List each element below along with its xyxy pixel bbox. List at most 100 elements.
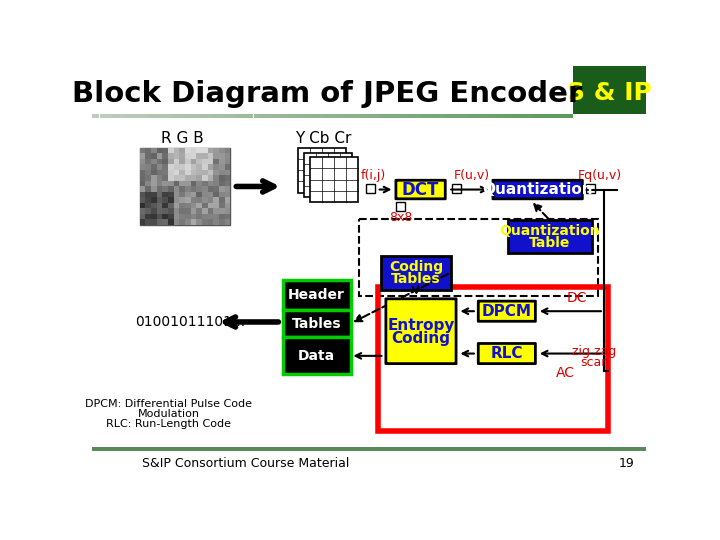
Bar xyxy=(202,159,207,165)
Bar xyxy=(207,148,213,153)
Bar xyxy=(156,219,162,225)
Bar xyxy=(207,219,213,225)
FancyBboxPatch shape xyxy=(478,343,536,363)
Text: Quantization: Quantization xyxy=(482,182,593,197)
Bar xyxy=(138,114,142,118)
Bar xyxy=(145,203,151,208)
Bar xyxy=(140,203,145,208)
Bar xyxy=(168,203,174,208)
Bar xyxy=(523,114,527,118)
Bar xyxy=(191,148,197,153)
Bar xyxy=(156,159,162,165)
Bar xyxy=(562,114,565,118)
Bar xyxy=(392,114,396,118)
Bar xyxy=(222,114,227,118)
Text: AC: AC xyxy=(556,366,575,380)
Bar xyxy=(225,219,230,225)
Bar xyxy=(185,186,191,192)
Bar xyxy=(327,114,330,118)
Bar xyxy=(539,114,542,118)
Bar xyxy=(202,186,207,192)
FancyBboxPatch shape xyxy=(493,180,582,199)
Bar xyxy=(197,159,202,165)
Bar xyxy=(361,114,365,118)
Bar xyxy=(431,114,434,118)
Bar xyxy=(446,114,450,118)
Bar xyxy=(197,181,202,186)
Bar xyxy=(168,153,174,159)
Bar xyxy=(485,114,488,118)
Bar xyxy=(140,192,145,198)
Text: Y Cb Cr: Y Cb Cr xyxy=(294,131,351,146)
Text: F(u,v): F(u,v) xyxy=(454,169,490,182)
Bar xyxy=(168,176,174,181)
Bar xyxy=(283,338,351,374)
Bar xyxy=(531,114,534,118)
Bar xyxy=(230,114,234,118)
Bar xyxy=(157,114,161,118)
Text: f(i,j): f(i,j) xyxy=(360,169,385,182)
Bar xyxy=(423,114,427,118)
Bar xyxy=(310,157,359,202)
Bar xyxy=(202,198,207,203)
Bar xyxy=(179,165,185,170)
Bar xyxy=(145,176,151,181)
Bar xyxy=(319,114,323,118)
Bar xyxy=(191,203,197,208)
Text: Table: Table xyxy=(529,237,571,251)
Bar xyxy=(457,114,462,118)
Bar xyxy=(442,114,446,118)
Bar xyxy=(202,219,207,225)
Bar xyxy=(145,114,150,118)
Bar xyxy=(185,165,191,170)
Text: 01001011101...: 01001011101... xyxy=(135,315,246,329)
Text: Tables: Tables xyxy=(292,316,341,330)
Text: 19: 19 xyxy=(619,457,635,470)
Bar xyxy=(140,186,145,192)
Bar xyxy=(92,66,573,114)
Bar xyxy=(168,165,174,170)
Text: Entropy: Entropy xyxy=(387,318,454,333)
Bar xyxy=(168,114,173,118)
Bar xyxy=(151,186,156,192)
Bar xyxy=(156,186,162,192)
Bar xyxy=(151,198,156,203)
Bar xyxy=(359,219,598,296)
Bar xyxy=(173,114,176,118)
Bar xyxy=(211,114,215,118)
Bar xyxy=(196,114,199,118)
Bar xyxy=(246,114,250,118)
Bar xyxy=(219,148,225,153)
Bar xyxy=(162,165,168,170)
Bar xyxy=(174,148,179,153)
Bar xyxy=(197,148,202,153)
Bar xyxy=(207,203,213,208)
Bar xyxy=(225,176,230,181)
Bar xyxy=(565,114,570,118)
Bar xyxy=(162,176,168,181)
Bar xyxy=(162,208,168,214)
Bar xyxy=(197,186,202,192)
Bar xyxy=(174,176,179,181)
Bar xyxy=(225,153,230,159)
Bar xyxy=(207,186,213,192)
Bar xyxy=(225,214,230,219)
Bar xyxy=(174,198,179,203)
Bar xyxy=(185,176,191,181)
Bar xyxy=(145,192,151,198)
Bar xyxy=(174,159,179,165)
Text: Tables: Tables xyxy=(391,272,441,286)
Bar xyxy=(197,192,202,198)
Text: DCT: DCT xyxy=(402,180,439,199)
Bar xyxy=(204,114,207,118)
Bar xyxy=(168,219,174,225)
Bar xyxy=(140,176,145,181)
Bar xyxy=(191,165,197,170)
Bar xyxy=(197,176,202,181)
Bar xyxy=(253,114,257,118)
Bar xyxy=(465,114,469,118)
Bar xyxy=(213,208,219,214)
Bar xyxy=(162,214,168,219)
Bar xyxy=(185,170,191,176)
Bar xyxy=(554,114,558,118)
